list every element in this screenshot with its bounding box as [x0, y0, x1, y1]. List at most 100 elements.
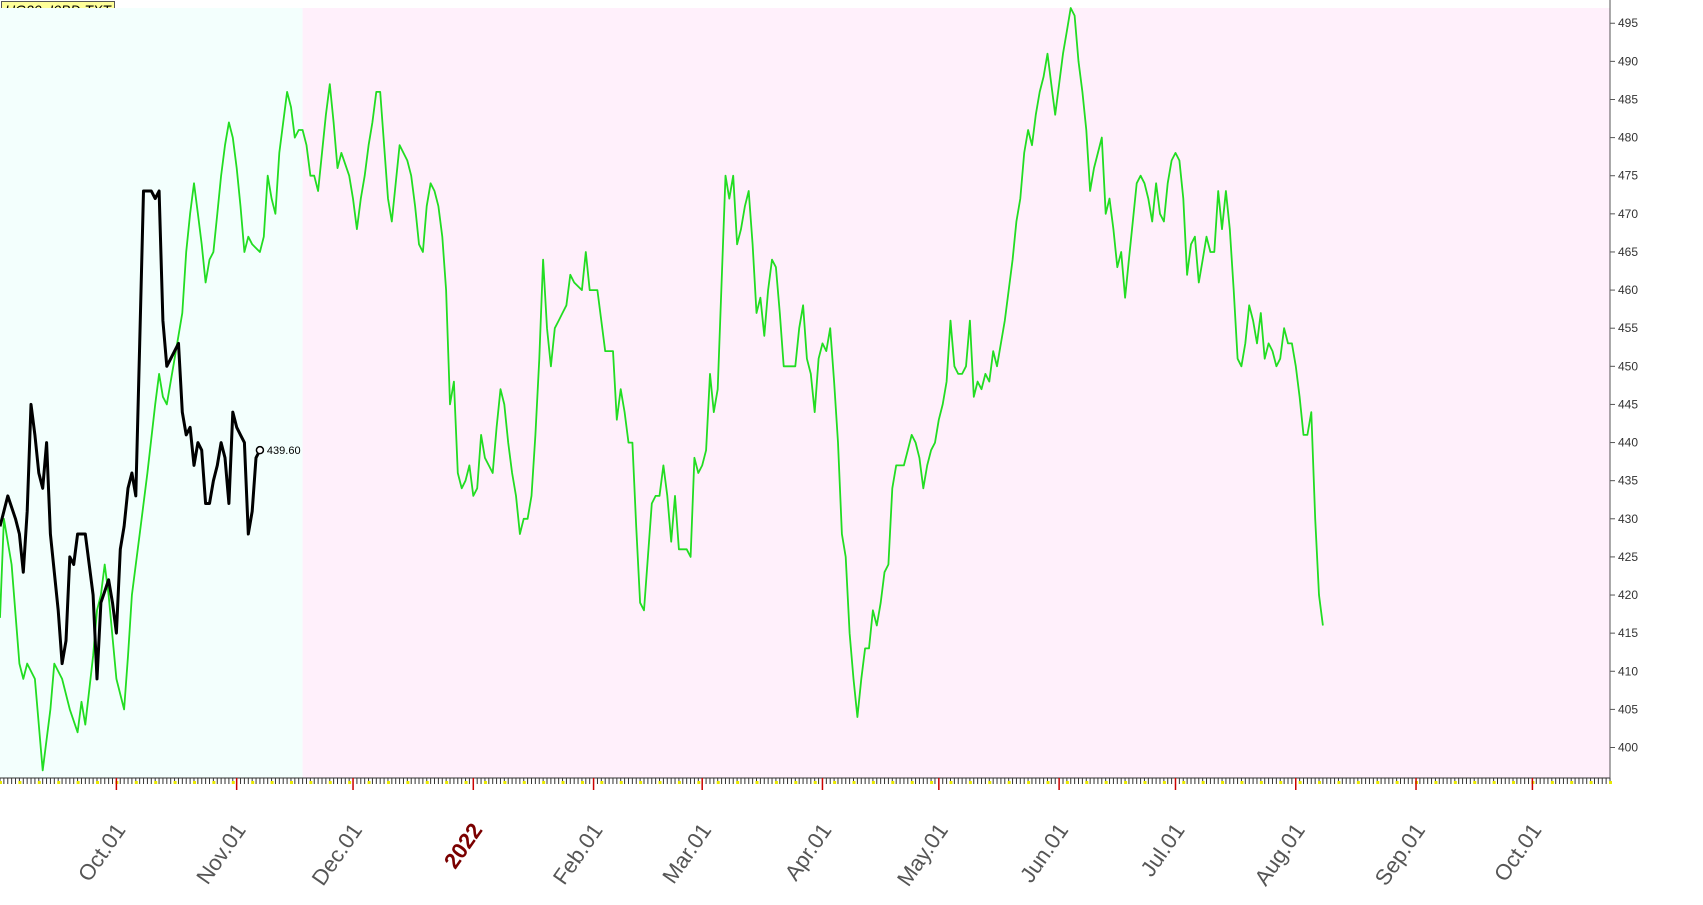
x-week-marker	[192, 781, 196, 784]
x-week-marker	[173, 781, 177, 784]
x-week-marker	[1143, 781, 1147, 784]
x-week-marker	[813, 781, 817, 784]
x-week-marker	[1279, 781, 1283, 784]
x-week-marker	[1298, 781, 1302, 784]
x-tick-label: 2022	[439, 819, 488, 873]
x-week-marker	[57, 781, 61, 784]
y-tick-label: 440	[1618, 436, 1638, 450]
x-week-marker	[231, 781, 235, 784]
x-week-marker	[1453, 781, 1457, 784]
x-week-marker	[18, 781, 22, 784]
y-tick-label: 435	[1618, 474, 1638, 488]
x-week-marker	[697, 781, 701, 784]
x-week-marker	[1046, 781, 1050, 784]
x-tick-label: Apr.01	[780, 819, 837, 885]
x-tick-label: Aug.01	[1249, 819, 1309, 890]
x-week-marker	[270, 781, 274, 784]
y-tick-label: 490	[1618, 54, 1638, 68]
x-week-marker	[309, 781, 313, 784]
x-week-marker	[212, 781, 216, 784]
x-week-marker	[910, 781, 914, 784]
x-week-marker	[1259, 781, 1263, 784]
y-tick-label: 415	[1618, 626, 1638, 640]
x-week-marker	[251, 781, 255, 784]
x-week-marker	[639, 781, 643, 784]
y-tick-label: 445	[1618, 397, 1638, 411]
x-week-marker	[755, 781, 759, 784]
x-week-marker	[483, 781, 487, 784]
x-week-marker	[1609, 781, 1612, 784]
y-tick-label: 460	[1618, 283, 1638, 297]
y-tick-label: 425	[1618, 550, 1638, 564]
x-week-marker	[1162, 781, 1166, 784]
last-value-label: 439.60	[267, 445, 301, 457]
x-week-marker	[1550, 781, 1554, 784]
x-week-marker	[871, 781, 875, 784]
series-line-1	[0, 7, 1324, 772]
x-week-marker	[95, 781, 99, 784]
x-week-marker	[464, 781, 468, 784]
x-week-marker	[968, 781, 972, 784]
x-week-marker	[1240, 781, 1244, 784]
x-week-marker	[774, 781, 778, 784]
x-tick-label: Jun.01	[1015, 819, 1073, 887]
x-week-marker	[1589, 781, 1593, 784]
shaded-region-right	[302, 8, 1610, 778]
x-tick-label: Feb.01	[548, 819, 608, 889]
x-week-marker	[503, 781, 507, 784]
x-week-marker	[1027, 781, 1031, 784]
x-week-marker	[1065, 781, 1069, 784]
x-week-marker	[445, 781, 449, 784]
y-tick-label: 480	[1618, 131, 1638, 145]
x-week-marker	[600, 781, 604, 784]
y-tick-label: 465	[1618, 245, 1638, 259]
x-week-marker	[1356, 781, 1360, 784]
x-week-marker	[1376, 781, 1380, 784]
x-week-marker	[677, 781, 681, 784]
x-week-marker	[328, 781, 332, 784]
x-week-marker	[154, 781, 158, 784]
x-tick-label: Sep.01	[1370, 819, 1430, 890]
x-week-marker	[736, 781, 740, 784]
y-tick-label: 475	[1618, 169, 1638, 183]
x-tick-label: Dec.01	[307, 819, 367, 890]
series-lines	[0, 7, 1324, 772]
x-week-marker	[1337, 781, 1341, 784]
x-tick-label: Oct.01	[73, 819, 131, 886]
x-week-marker	[988, 781, 992, 784]
x-week-marker	[134, 781, 138, 784]
last-value-dot	[255, 445, 265, 455]
x-week-marker	[1395, 781, 1399, 784]
x-week-marker	[0, 781, 2, 784]
x-week-marker	[1104, 781, 1108, 784]
x-week-marker	[542, 781, 546, 784]
x-week-marker	[1221, 781, 1225, 784]
x-tick-label: Oct.01	[1489, 819, 1547, 886]
x-week-marker	[1570, 781, 1574, 784]
x-week-marker	[1201, 781, 1205, 784]
x-week-marker	[1473, 781, 1477, 784]
x-week-marker	[1124, 781, 1128, 784]
y-tick-label: 495	[1618, 16, 1638, 30]
x-week-marker	[949, 781, 953, 784]
y-tick-label: 405	[1618, 702, 1638, 716]
x-week-marker	[76, 781, 80, 784]
y-tick-label: 420	[1618, 588, 1638, 602]
x-week-marker	[406, 781, 410, 784]
x-week-marker	[367, 781, 371, 784]
y-tick-label: 410	[1618, 664, 1638, 678]
y-tick-label: 455	[1618, 321, 1638, 335]
x-axis: Oct.01 Nov.01 Dec.01 2022 Feb.01 Mar.01 Apr.01…	[0, 777, 1612, 891]
x-week-marker	[561, 781, 565, 784]
x-week-marker	[716, 781, 720, 784]
x-week-marker	[833, 781, 837, 784]
x-week-marker	[619, 781, 623, 784]
x-week-marker	[348, 781, 352, 784]
x-week-marker	[1318, 781, 1322, 784]
y-tick-label: 400	[1618, 741, 1638, 755]
x-week-marker	[658, 781, 662, 784]
x-week-marker	[580, 781, 584, 784]
shaded-region-left	[0, 8, 303, 778]
x-week-marker	[930, 781, 934, 784]
